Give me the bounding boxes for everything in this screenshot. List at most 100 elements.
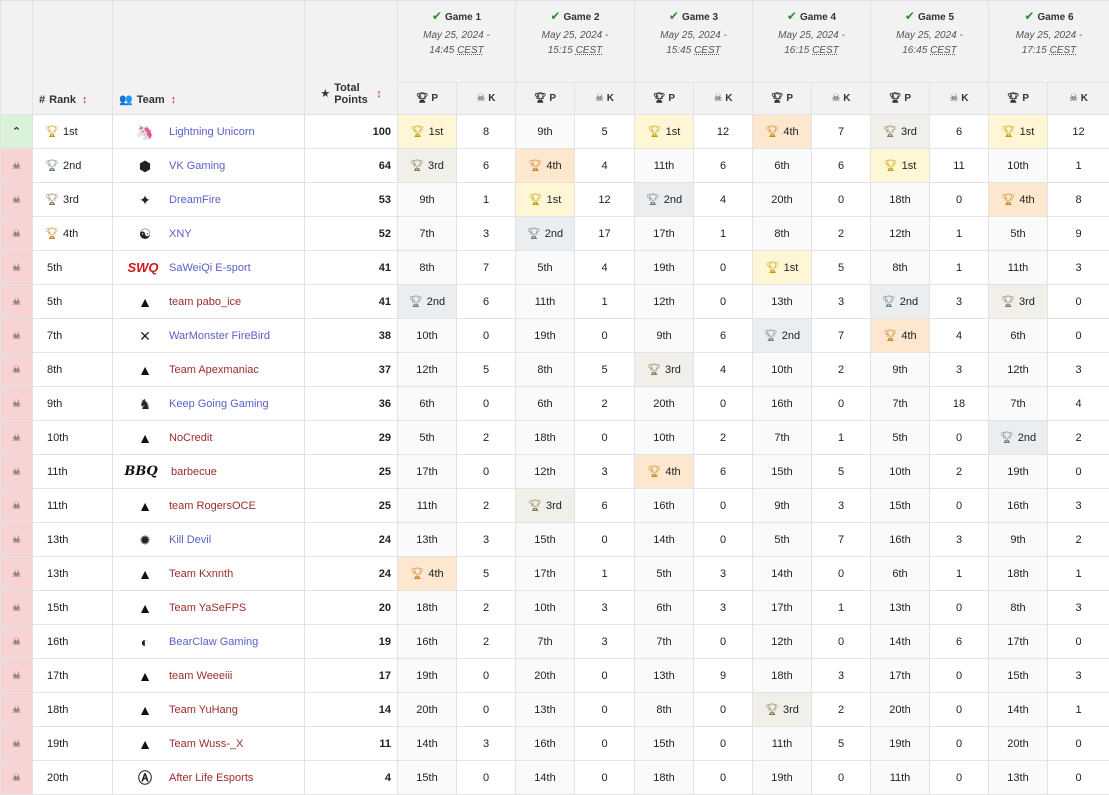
placement-cell: 10th bbox=[516, 591, 575, 625]
total-points: 25 bbox=[305, 455, 398, 489]
trophy-icon: 🏆︎ bbox=[529, 194, 543, 206]
rank-header[interactable]: #Rank↕ bbox=[33, 1, 113, 115]
placement-value: 19th bbox=[416, 670, 437, 682]
trophy-icon: 🏆︎ bbox=[884, 160, 898, 172]
team-cell: ▲Team Kxnnth bbox=[113, 557, 305, 591]
placement-value: 18th bbox=[534, 432, 555, 444]
kills-cell: 5 bbox=[575, 353, 635, 387]
team-link[interactable]: NoCredit bbox=[169, 431, 212, 443]
placement-cell: 🏆︎2nd bbox=[753, 319, 812, 353]
sort-icon[interactable]: ↕ bbox=[82, 94, 88, 106]
skull-icon: ☠ bbox=[477, 93, 486, 104]
placement-cell: 9th bbox=[516, 115, 575, 149]
team-link[interactable]: barbecue bbox=[171, 465, 217, 477]
total-points: 19 bbox=[305, 625, 398, 659]
trophy-icon: 🏆︎ bbox=[45, 160, 59, 172]
team-link[interactable]: XNY bbox=[169, 227, 192, 239]
kills-cell: 2 bbox=[930, 455, 989, 489]
kills-cell: 2 bbox=[694, 421, 753, 455]
team-link[interactable]: DreamFire bbox=[169, 193, 221, 205]
skull-icon: ☠ bbox=[12, 705, 21, 716]
team-link[interactable]: Team Kxnnth bbox=[169, 567, 233, 579]
kills-cell: 1 bbox=[575, 557, 635, 591]
placement-value: 5th bbox=[656, 568, 671, 580]
rank-value: 5th bbox=[47, 296, 62, 308]
placement-cell: 19th bbox=[871, 727, 930, 761]
total-points: 37 bbox=[305, 353, 398, 387]
kills-cell: 3 bbox=[1048, 591, 1109, 625]
trophy-icon: 🏆︎ bbox=[889, 93, 902, 104]
team-link[interactable]: team RogersOCE bbox=[169, 499, 256, 511]
team-link[interactable]: Keep Going Gaming bbox=[169, 397, 269, 409]
trophy-icon: 🏆︎ bbox=[646, 194, 660, 206]
placement-value: 10th bbox=[416, 330, 437, 342]
kills-cell: 2 bbox=[1048, 421, 1109, 455]
rank-cell: 🏆︎3rd bbox=[33, 183, 113, 217]
placement-value: 7th bbox=[537, 636, 552, 648]
placement-value: 8th bbox=[774, 228, 789, 240]
placement-cell: 🏆︎1st bbox=[398, 115, 457, 149]
placement-cell: 🏆︎3rd bbox=[635, 353, 694, 387]
team-link[interactable]: Lightning Unicorn bbox=[169, 125, 255, 137]
kills-cell: 0 bbox=[694, 251, 753, 285]
team-link[interactable]: Team Apexmaniac bbox=[169, 363, 259, 375]
placement-value: 5th bbox=[774, 534, 789, 546]
rank-cell: 🏆︎1st bbox=[33, 115, 113, 149]
total-points: 20 bbox=[305, 591, 398, 625]
placement-value: 3rd bbox=[783, 704, 799, 716]
team-link[interactable]: Team YuHang bbox=[169, 703, 238, 715]
team-link[interactable]: team pabo_ice bbox=[169, 295, 241, 307]
placement-cell: 14th bbox=[398, 727, 457, 761]
eliminated-status: ☠ bbox=[1, 659, 33, 693]
placement-value: 19th bbox=[1007, 466, 1028, 478]
team-link[interactable]: Kill Devil bbox=[169, 533, 211, 545]
sort-icon[interactable]: ↕ bbox=[376, 88, 382, 100]
team-link[interactable]: SaWeiQi E-sport bbox=[169, 261, 251, 273]
rank-value: 13th bbox=[47, 568, 68, 580]
team-link[interactable]: Team YaSeFPS bbox=[169, 601, 246, 613]
rank-cell: 18th bbox=[33, 693, 113, 727]
game-title: Game 4 bbox=[800, 12, 836, 23]
total-points-header[interactable]: ★Total Points↕ bbox=[305, 1, 398, 115]
kills-cell: 0 bbox=[457, 319, 516, 353]
team-link[interactable]: BearClaw Gaming bbox=[169, 635, 258, 647]
kills-cell: 0 bbox=[694, 693, 753, 727]
team-header[interactable]: 👥Team↕ bbox=[113, 1, 305, 115]
placement-value: 5th bbox=[419, 432, 434, 444]
placement-value: 12th bbox=[416, 364, 437, 376]
game-time: 17:15 bbox=[1022, 45, 1047, 56]
kills-cell: 0 bbox=[457, 455, 516, 489]
trophy-icon: 🏆︎ bbox=[45, 228, 59, 240]
team-link[interactable]: After Life Esports bbox=[169, 771, 253, 783]
placement-value: 8th bbox=[1010, 602, 1025, 614]
team-cell: ▲team pabo_ice bbox=[113, 285, 305, 319]
placement-value: 3rd bbox=[901, 126, 917, 138]
team-link[interactable]: team Weeeiii bbox=[169, 669, 232, 681]
kills-header: ☠ K bbox=[575, 83, 635, 115]
eliminated-status: ☠ bbox=[1, 625, 33, 659]
sort-icon[interactable]: ↕ bbox=[171, 94, 177, 106]
team-link[interactable]: VK Gaming bbox=[169, 159, 225, 171]
placement-value: 14th bbox=[534, 772, 555, 784]
team-link[interactable]: WarMonster FireBird bbox=[169, 329, 270, 341]
placement-cell: 19th bbox=[635, 251, 694, 285]
placement-value: 9th bbox=[419, 194, 434, 206]
placement-value: 13th bbox=[416, 534, 437, 546]
placement-value: 7th bbox=[1010, 398, 1025, 410]
placement-cell: 9th bbox=[753, 489, 812, 523]
placement-value: 8th bbox=[892, 262, 907, 274]
team-link[interactable]: Team Wuss-_X bbox=[169, 737, 243, 749]
kills-cell: 7 bbox=[812, 523, 871, 557]
game-time: 16:45 bbox=[902, 45, 927, 56]
placement-cell: 🏆︎3rd bbox=[871, 115, 930, 149]
placement-cell: 🏆︎1st bbox=[516, 183, 575, 217]
users-icon: 👥 bbox=[119, 94, 133, 106]
